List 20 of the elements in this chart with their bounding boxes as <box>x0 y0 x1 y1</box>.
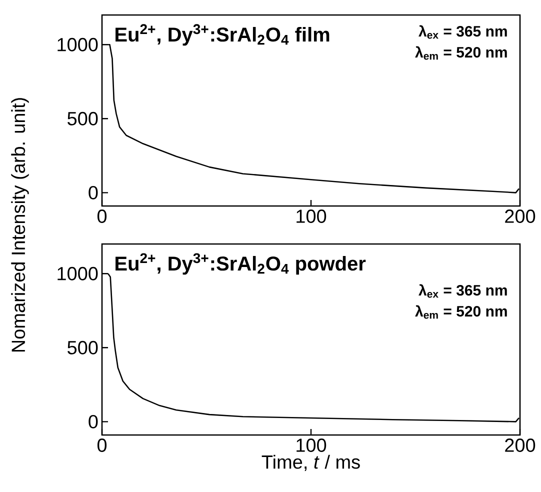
y-axis-title: Nomarized Intensity (arb. unit) <box>11 98 29 352</box>
y-tick-label: 500 <box>68 112 98 126</box>
annotation: λ$_{em}$ = 520 nm <box>415 305 507 319</box>
y-tick-label: 0 <box>88 186 98 200</box>
annotation: λ$_{ex}$ = 365 nm <box>418 25 507 39</box>
y-tick-label: 1000 <box>58 38 98 52</box>
text: Eu$^{2+}$, Dy$^{3+}$:SrAl$_{2}$O$_{4}$ film <box>116 24 330 46</box>
x-tick-label: 200 <box>505 438 536 452</box>
y-tick-label: 0 <box>88 414 98 428</box>
x-tick-label: 100 <box>296 210 326 223</box>
y-tick-label: 1000 <box>58 266 98 280</box>
x-tick-label: 0 <box>97 438 107 452</box>
x-tick-label: 200 <box>505 210 536 223</box>
y-tick-label: 500 <box>68 340 98 354</box>
x-tick-label: 0 <box>97 210 107 223</box>
text: Eu$^{2+}$, Dy$^{3+}$:SrAl$_{2}$O$_{4}$ powder <box>116 253 366 275</box>
annotation: λ$_{ex}$ = 365 nm <box>418 284 507 298</box>
x-axis-title: Time, t / ms <box>262 454 360 472</box>
annotation: λ$_{em}$ = 520 nm <box>415 46 507 60</box>
x-tick-label: 100 <box>296 438 326 452</box>
